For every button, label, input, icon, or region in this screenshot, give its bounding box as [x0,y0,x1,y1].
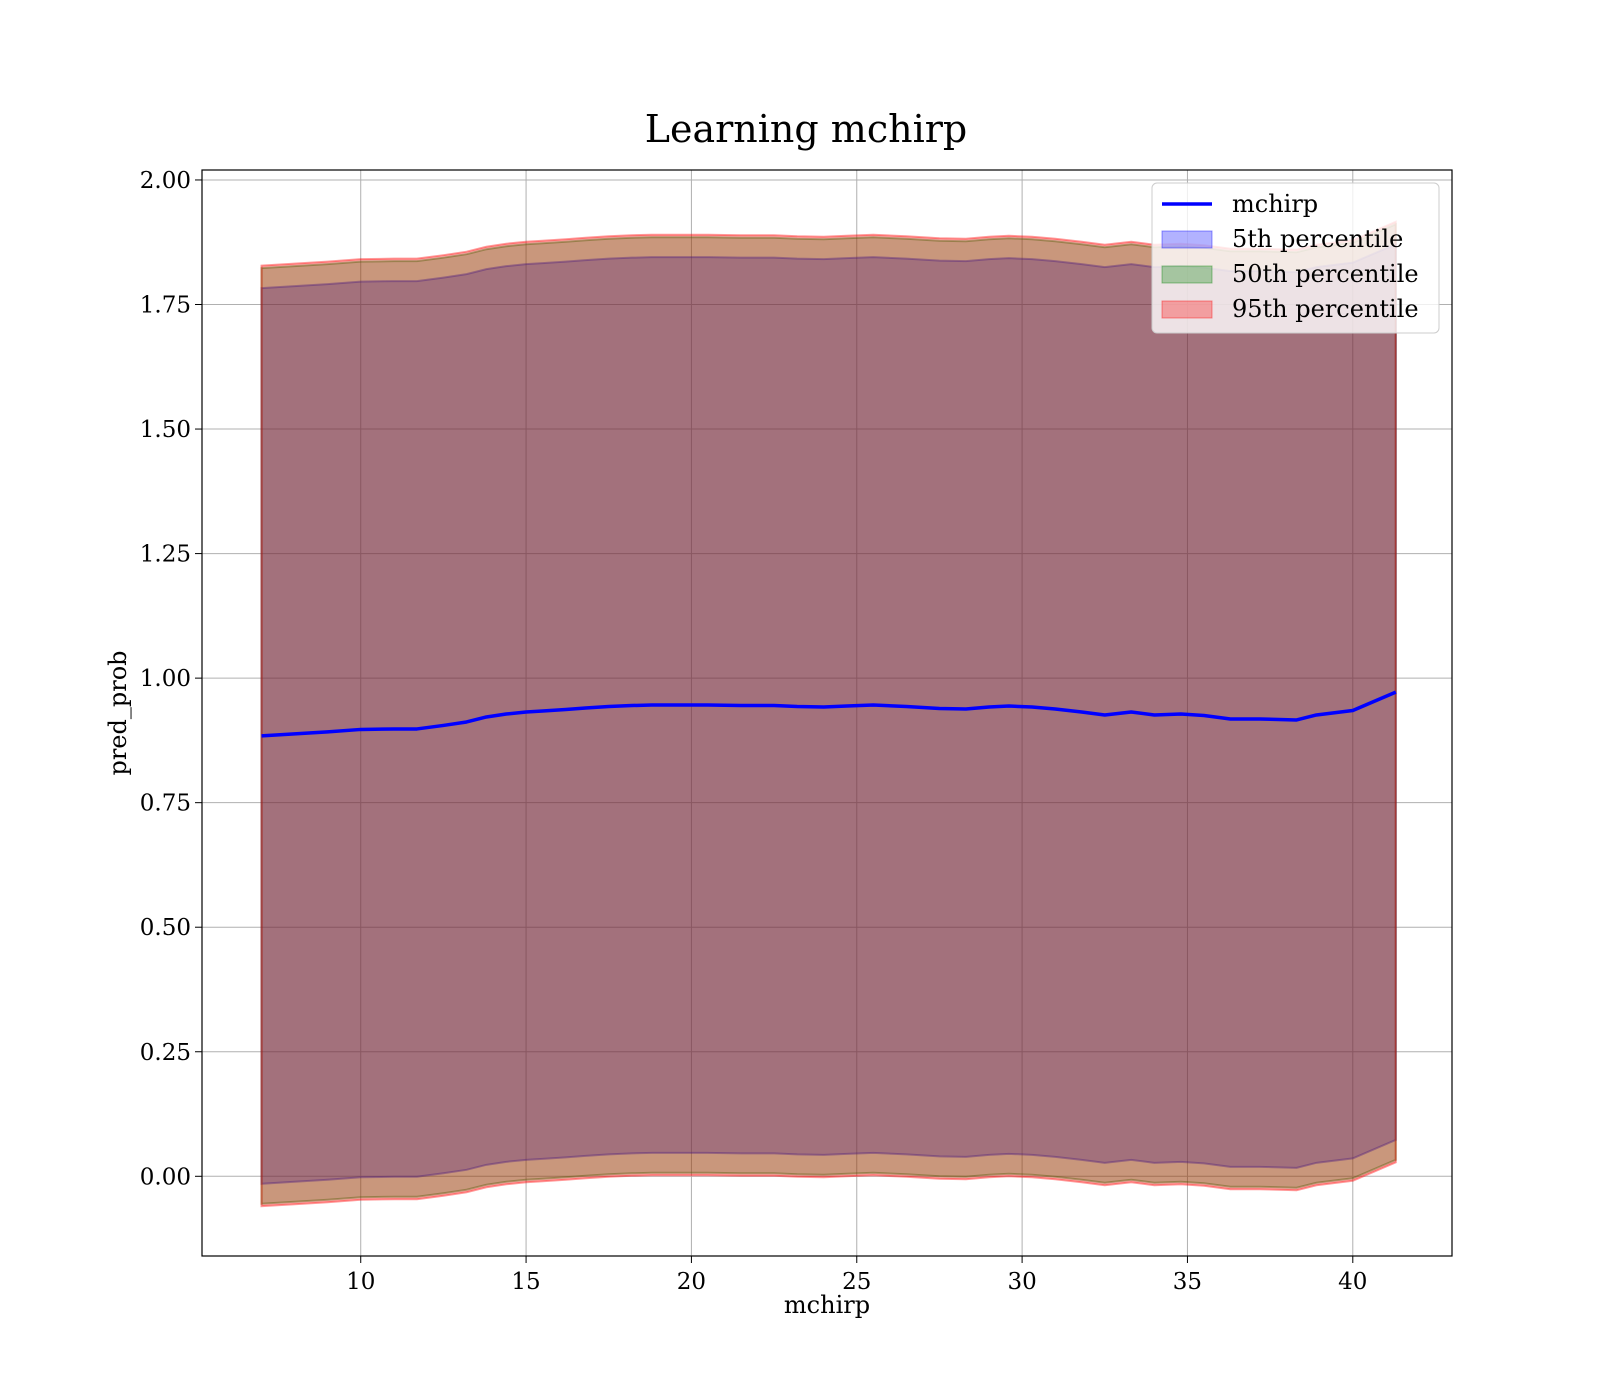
y-axis-ticks: 0.00 0.25 0.50 0.75 1.00 1.25 1.50 1.75 2.00 [140,168,202,1190]
legend-label: 50th percentile [1232,260,1419,288]
series-line-mchirp [261,690,1397,738]
x-axis-ticks: 10 15 20 25 30 35 40 [346,1256,1367,1295]
grid [202,170,1452,1256]
percentile-bands [260,220,1397,1208]
x-tick-label: 20 [677,1269,706,1295]
y-tick-label: 0.50 [140,915,191,941]
legend-swatch-patch [1161,230,1213,249]
band-50th-percentile [260,222,1397,1205]
x-tick-label: 10 [346,1269,375,1295]
legend-label: 5th percentile [1232,225,1403,253]
x-tick-label: 15 [511,1269,540,1295]
y-tick-label: 1.75 [140,293,191,319]
x-axis-label: mchirp [784,1291,870,1319]
band-95th-percentile [260,220,1397,1208]
y-tick-label: 0.75 [140,791,191,817]
legend-label: mchirp [1232,190,1318,218]
x-tick-label: 30 [1007,1269,1036,1295]
legend: mchirp 5th percentile 50th percentile 95th … [1151,182,1440,334]
series-lines [261,690,1397,738]
y-tick-label: 1.25 [140,542,191,568]
legend-swatch-patch [1161,265,1213,284]
legend-swatch-patch [1161,300,1213,319]
y-tick-label: 1.00 [140,666,191,692]
band-5th-percentile [260,242,1397,1185]
y-tick-label: 0.00 [140,1164,191,1190]
y-tick-label: 0.25 [140,1040,191,1066]
legend-label: 95th percentile [1232,295,1419,323]
legend-box [1151,182,1440,334]
x-tick-label: 35 [1173,1269,1202,1295]
x-tick-label: 25 [842,1269,871,1295]
x-tick-label: 40 [1338,1269,1367,1295]
y-tick-label: 2.00 [140,168,191,194]
plot-frame [201,169,1453,1257]
chart-title: Learning mchirp [645,107,967,151]
y-tick-label: 1.50 [140,417,191,443]
y-axis-label: pred_prob [104,650,132,775]
